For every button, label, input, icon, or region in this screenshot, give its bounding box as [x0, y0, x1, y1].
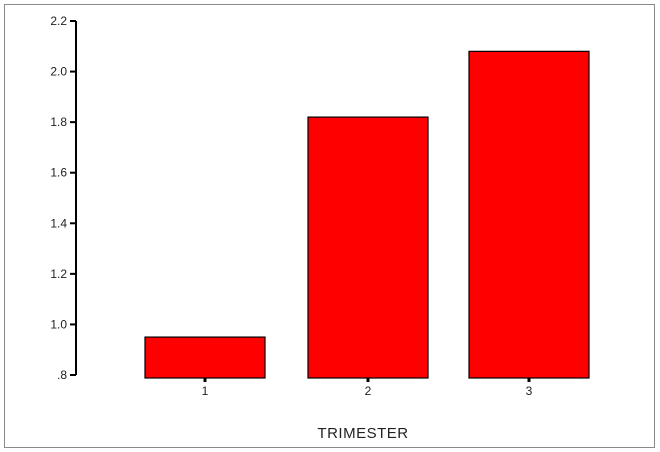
x-tick-label: 2 — [365, 384, 372, 398]
x-tick-label: 3 — [526, 384, 533, 398]
y-tick-label: 1.4 — [50, 216, 67, 230]
y-axis: .8 1.0 1.2 1.4 1.6 1.8 2.0 2.2 — [50, 14, 77, 382]
y-tick-label: 1.8 — [50, 115, 67, 129]
bars — [144, 50, 590, 379]
y-tick-label: 2.2 — [50, 14, 67, 28]
bar-2 — [307, 116, 429, 379]
y-tick-label: .8 — [57, 368, 67, 382]
y-tick-label: 1.6 — [50, 166, 67, 180]
y-tick-label: 1.2 — [50, 267, 67, 281]
bar-1 — [144, 336, 266, 379]
bar-3 — [468, 50, 590, 379]
y-tick-label: 2.0 — [50, 65, 67, 79]
x-axis: 1 2 3 — [202, 378, 533, 398]
y-tick-label: 1.0 — [50, 317, 67, 331]
x-tick-label: 1 — [202, 384, 209, 398]
x-axis-title: TRIMESTER — [317, 425, 408, 442]
